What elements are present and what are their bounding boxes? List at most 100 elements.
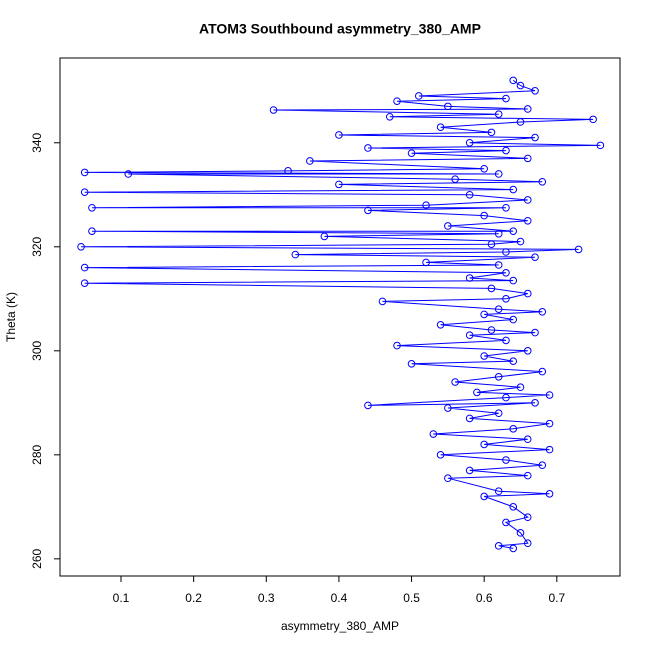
data-point <box>407 149 416 157</box>
data-point <box>480 164 488 173</box>
data-point <box>494 409 503 418</box>
x-tick-label: 0.2 <box>185 591 202 605</box>
data-point <box>80 168 89 177</box>
data-point <box>531 399 539 407</box>
data-point <box>494 542 503 550</box>
data-point <box>480 211 488 220</box>
y-axis-label: Theta (K) <box>4 292 18 342</box>
data-point <box>523 105 532 113</box>
data-point <box>494 170 503 178</box>
data-point <box>422 258 430 267</box>
data-point <box>516 383 525 392</box>
x-tick-label: 0.6 <box>476 591 493 605</box>
data-point <box>378 297 387 306</box>
data-point <box>545 419 554 428</box>
x-tick-label: 0.4 <box>331 591 348 605</box>
data-point <box>494 305 503 313</box>
data-point <box>523 216 532 225</box>
data-point <box>531 133 539 142</box>
y-tick-label: 260 <box>30 549 44 569</box>
data-point <box>393 97 401 105</box>
data-point <box>480 492 488 501</box>
data-point <box>364 206 372 215</box>
data-point <box>487 326 496 334</box>
data-point <box>502 294 510 303</box>
data-point <box>523 154 532 163</box>
data-point <box>502 203 510 212</box>
data-point <box>523 347 532 355</box>
data-point <box>487 284 496 293</box>
data-point <box>589 115 597 124</box>
data-point <box>523 289 532 298</box>
x-tick-label: 0.3 <box>258 591 275 605</box>
data-point <box>88 227 96 235</box>
data-point <box>502 456 510 464</box>
data-point <box>480 310 488 319</box>
chart-title: ATOM3 Southbound asymmetry_380_AMP <box>199 21 481 37</box>
data-point <box>422 201 430 209</box>
data-point <box>320 232 329 241</box>
data-point <box>531 86 539 95</box>
data-point <box>523 471 532 480</box>
data-point <box>465 274 474 282</box>
data-point <box>516 529 525 537</box>
data-point <box>429 430 438 438</box>
data-point <box>502 94 510 103</box>
data-point <box>80 188 89 196</box>
data-point <box>494 229 503 238</box>
data-point <box>509 227 518 235</box>
data-point <box>502 268 510 277</box>
data-point <box>88 203 96 212</box>
data-point <box>502 248 510 256</box>
data-point <box>502 518 510 527</box>
data-point <box>516 237 525 246</box>
data-point <box>523 539 532 548</box>
data-point <box>494 373 503 381</box>
data-point <box>538 461 547 470</box>
data-point <box>494 110 503 118</box>
data-point <box>364 401 372 410</box>
data-point <box>531 328 539 337</box>
data-point <box>487 240 496 248</box>
data-point <box>531 253 539 261</box>
data-point <box>574 245 583 254</box>
data-point <box>415 92 423 100</box>
data-point <box>545 391 554 399</box>
data-point <box>509 503 518 511</box>
data-point <box>509 357 518 366</box>
data-point <box>480 440 488 449</box>
data-point <box>465 466 474 475</box>
data-point <box>284 167 292 175</box>
data-point <box>538 177 547 186</box>
data-point <box>480 352 488 360</box>
data-point <box>509 185 518 194</box>
data-point <box>465 190 474 199</box>
data-point <box>444 222 452 230</box>
data-point <box>465 414 474 423</box>
data-line <box>81 79 601 549</box>
data-point <box>516 81 525 90</box>
x-tick-label: 0.7 <box>548 591 565 605</box>
data-point <box>444 102 452 111</box>
data-point <box>487 128 496 137</box>
data-point <box>596 141 605 150</box>
data-point <box>124 170 133 178</box>
data-point <box>80 263 89 272</box>
x-tick-label: 0.5 <box>403 591 420 605</box>
data-point <box>291 250 300 259</box>
data-point <box>502 336 510 345</box>
plot-frame <box>59 57 621 577</box>
x-axis-label: asymmetry_380_AMP <box>281 619 399 633</box>
data-point <box>306 157 314 165</box>
data-point <box>444 404 452 412</box>
data-point <box>509 544 518 553</box>
data-point <box>473 388 481 397</box>
data-point <box>436 451 445 459</box>
data-point <box>385 112 394 121</box>
x-tick-label: 0.1 <box>113 591 130 605</box>
data-point <box>502 393 510 402</box>
data-point <box>80 279 89 287</box>
y-tick-label: 340 <box>30 132 44 152</box>
data-point <box>465 331 474 340</box>
